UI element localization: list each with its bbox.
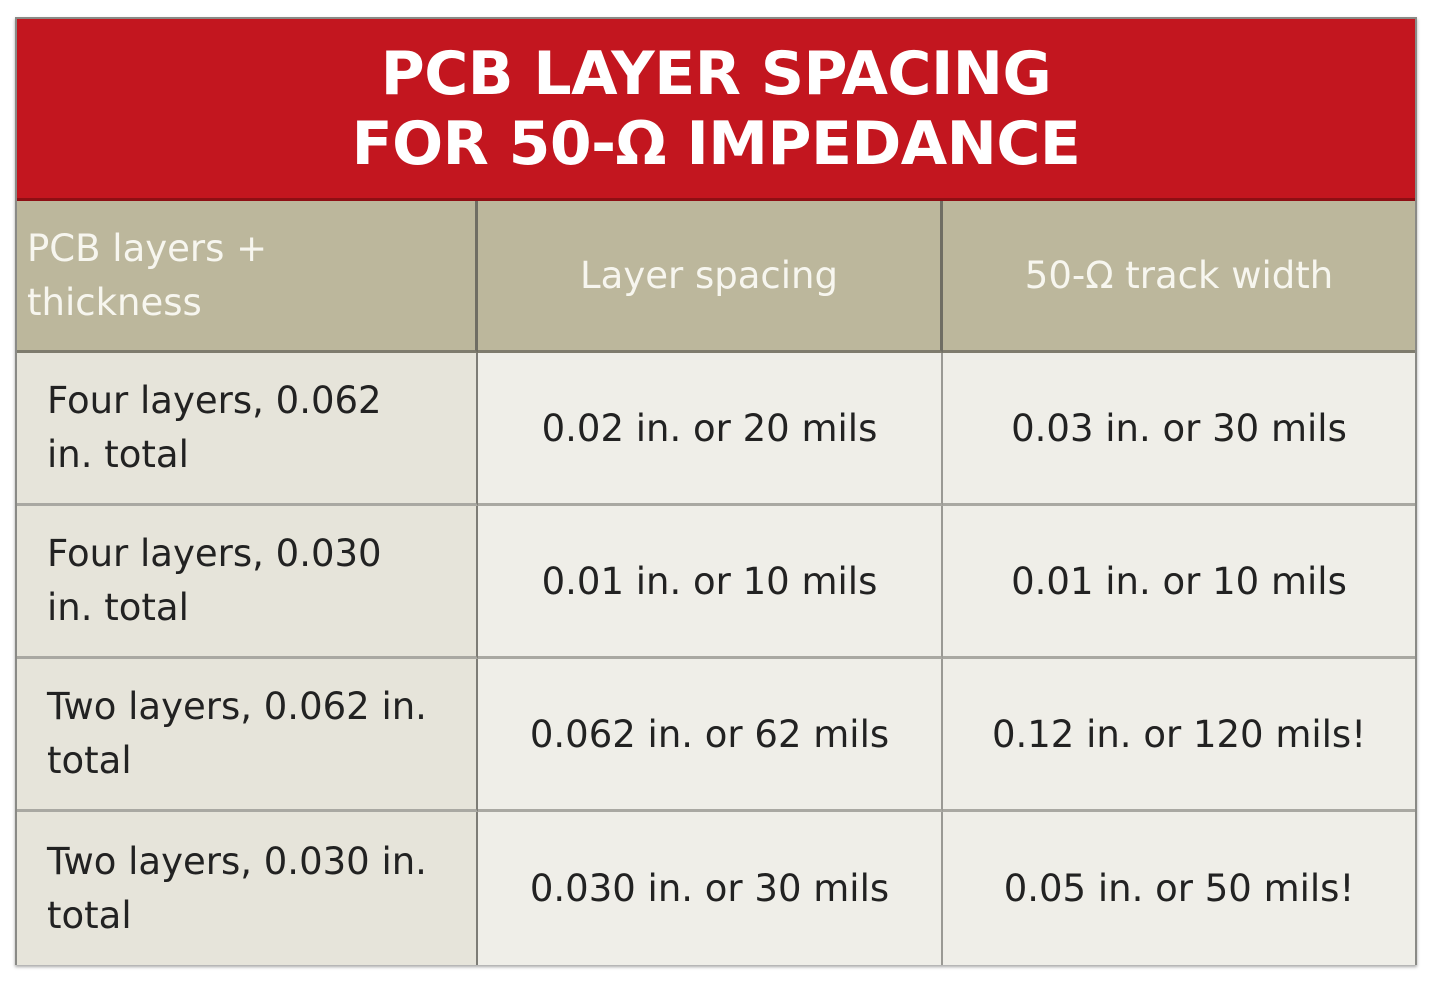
table-row-1-spacing: 0.02 in. or 20 mils [478, 353, 943, 506]
table-grid: PCB layers + thickness Layer spacing 50-… [17, 201, 1415, 965]
table-row-2-layers: Four layers, 0.030 in. total [17, 506, 478, 659]
table-row-1-width: 0.03 in. or 30 mils [943, 353, 1415, 506]
column-header-layers-thickness: PCB layers + thickness [17, 201, 478, 353]
table-row-2-width: 0.01 in. or 10 mils [943, 506, 1415, 659]
table-row-3-width: 0.12 in. or 120 mils! [943, 659, 1415, 812]
table-row-4-spacing: 0.030 in. or 30 mils [478, 812, 943, 965]
table-row-1-layers: Four layers, 0.062 in. total [17, 353, 478, 506]
column-header-track-width: 50-Ω track width [943, 201, 1415, 353]
table-title-line-2: FOR 50-Ω IMPEDANCE [351, 108, 1081, 179]
table-row-3-layers: Two layers, 0.062 in. total [17, 659, 478, 812]
table-row-4-width: 0.05 in. or 50 mils! [943, 812, 1415, 965]
table-row-2-spacing: 0.01 in. or 10 mils [478, 506, 943, 659]
table-title-line-1: PCB LAYER SPACING [380, 38, 1052, 109]
table-title: PCB LAYER SPACING FOR 50-Ω IMPEDANCE [17, 19, 1415, 201]
column-header-layer-spacing: Layer spacing [478, 201, 943, 353]
table-row-4-layers: Two layers, 0.030 in. total [17, 812, 478, 965]
pcb-layer-spacing-table: PCB LAYER SPACING FOR 50-Ω IMPEDANCE PCB… [15, 17, 1417, 965]
table-row-3-spacing: 0.062 in. or 62 mils [478, 659, 943, 812]
